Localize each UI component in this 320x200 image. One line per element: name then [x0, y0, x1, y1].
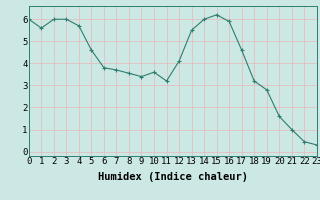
X-axis label: Humidex (Indice chaleur): Humidex (Indice chaleur) — [98, 172, 248, 182]
